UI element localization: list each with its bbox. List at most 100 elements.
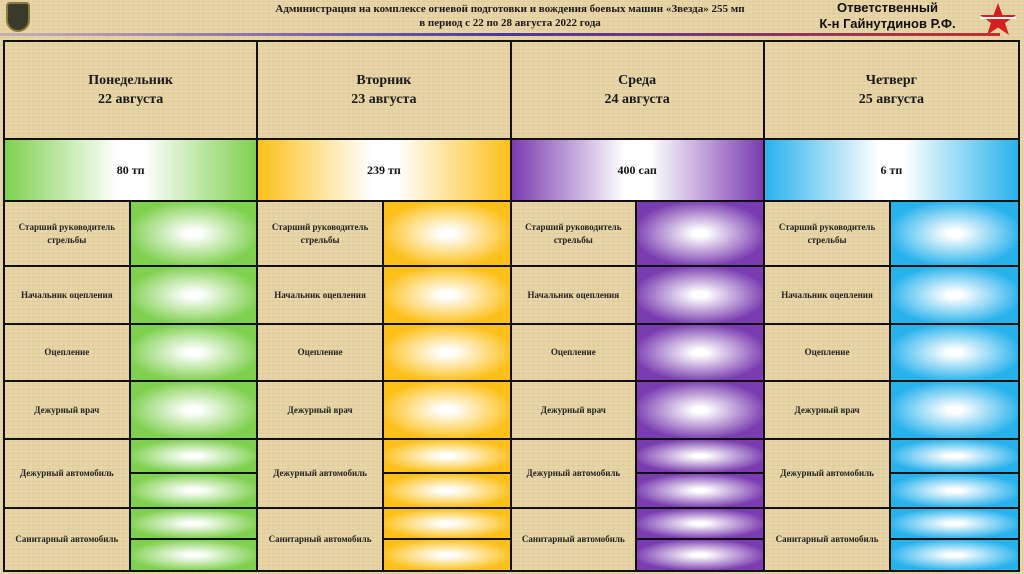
duty-label: Оцепление bbox=[765, 325, 892, 380]
duty-row: Начальник оцепления bbox=[5, 267, 257, 325]
day-name: Четверг bbox=[865, 73, 918, 88]
day-date: 25 августа bbox=[858, 92, 924, 107]
duty-label: Оцепление bbox=[5, 325, 131, 380]
unit-band: 239 тп bbox=[258, 140, 510, 202]
unit-band: 80 тп bbox=[5, 140, 257, 202]
duty-label: Начальник оцепления bbox=[765, 267, 892, 323]
duty-label: Санитарный автомобиль bbox=[512, 509, 638, 570]
duty-label: Дежурный автомобиль bbox=[258, 440, 384, 507]
duty-row: Дежурный автомобиль bbox=[258, 440, 510, 509]
duty-label: Начальник оцепления bbox=[5, 267, 131, 323]
duty-cell bbox=[891, 540, 1018, 570]
duty-row: Начальник оцепления bbox=[764, 267, 1018, 325]
day-column: Четверг 25 августа 6 тп Старший руководи… bbox=[764, 42, 1018, 572]
duty-row: Дежурный врач bbox=[511, 382, 763, 440]
day-header: Вторник 23 августа bbox=[258, 42, 510, 140]
duty-cell bbox=[637, 382, 763, 438]
duty-label: Оцепление bbox=[258, 325, 384, 380]
duty-label: Дежурный автомобиль bbox=[765, 440, 892, 507]
duty-row: Старший руководитель стрельбы bbox=[764, 202, 1018, 267]
duty-label: Санитарный автомобиль bbox=[258, 509, 384, 570]
duty-row: Оцепление bbox=[764, 325, 1018, 382]
duty-row: Старший руководитель стрельбы bbox=[511, 202, 763, 267]
day-name: Среда bbox=[618, 73, 657, 88]
duty-cell bbox=[383, 509, 510, 540]
day-header: Среда 24 августа bbox=[511, 42, 763, 140]
duty-row: Дежурный автомобиль bbox=[511, 440, 763, 509]
duty-row: Оцепление bbox=[258, 325, 510, 382]
unit-band: 6 тп bbox=[764, 140, 1018, 202]
duty-row: Начальник оцепления bbox=[258, 267, 510, 325]
duty-row: Дежурный врач bbox=[764, 382, 1018, 440]
duty-cell bbox=[637, 474, 763, 507]
duty-label: Оцепление bbox=[512, 325, 638, 380]
unit-label: 6 тп bbox=[880, 162, 903, 177]
duty-label: Санитарный автомобиль bbox=[765, 509, 892, 570]
duty-label: Дежурный врач bbox=[765, 382, 892, 438]
duty-cell bbox=[637, 509, 763, 540]
duty-cell bbox=[891, 267, 1018, 323]
duty-cell bbox=[383, 382, 510, 438]
duty-cell bbox=[383, 440, 510, 474]
duty-label: Дежурный врач bbox=[5, 382, 131, 438]
duty-row: Старший руководитель стрельбы bbox=[258, 202, 510, 267]
duty-cell bbox=[130, 325, 257, 380]
duty-cell bbox=[130, 474, 257, 507]
duty-label: Санитарный автомобиль bbox=[5, 509, 131, 570]
day-date: 22 августа bbox=[98, 92, 164, 107]
duty-cell bbox=[891, 325, 1018, 380]
duty-row: Дежурный врач bbox=[258, 382, 510, 440]
duty-label: Начальник оцепления bbox=[258, 267, 384, 323]
duty-label: Дежурный врач bbox=[512, 382, 638, 438]
title-line-1: Администрация на комплексе огневой подго… bbox=[275, 3, 745, 15]
duty-cell bbox=[383, 202, 510, 265]
day-date: 23 августа bbox=[351, 92, 417, 107]
unit-label: 239 тп bbox=[366, 162, 401, 177]
schedule-table: Понедельник 22 августа 80 тп Старший рук… bbox=[3, 40, 1020, 572]
duty-cell bbox=[130, 202, 257, 265]
duty-row: Начальник оцепления bbox=[511, 267, 763, 325]
duty-label: Старший руководитель стрельбы bbox=[765, 202, 892, 265]
day-column: Вторник 23 августа 239 тп Старший руково… bbox=[258, 42, 512, 572]
duty-cell bbox=[637, 540, 763, 570]
duty-row: Оцепление bbox=[511, 325, 763, 382]
unit-band: 400 сап bbox=[511, 140, 763, 202]
duty-row: Санитарный автомобиль bbox=[258, 509, 510, 572]
responsible: Ответственный К-н Гайнутдинов Р.Ф. bbox=[800, 0, 975, 32]
duty-cell bbox=[891, 202, 1018, 265]
page-title: Администрация на комплексе огневой подго… bbox=[220, 2, 800, 30]
duty-row: Старший руководитель стрельбы bbox=[5, 202, 257, 267]
day-name: Понедельник bbox=[88, 73, 173, 88]
day-column: Понедельник 22 августа 80 тп Старший рук… bbox=[5, 42, 259, 572]
unit-label: 80 тп bbox=[116, 162, 145, 177]
duty-label: Начальник оцепления bbox=[512, 267, 638, 323]
title-line-2: в период с 22 по 28 августа 2022 года bbox=[419, 17, 601, 29]
duty-row: Дежурный врач bbox=[5, 382, 257, 440]
duty-label: Дежурный автомобиль bbox=[5, 440, 131, 507]
duty-cell bbox=[637, 440, 763, 474]
duty-cell bbox=[637, 325, 763, 380]
responsible-name: К-н Гайнутдинов Р.Ф. bbox=[819, 16, 956, 31]
duty-row: Дежурный автомобиль bbox=[5, 440, 257, 509]
duty-row: Санитарный автомобиль bbox=[5, 509, 257, 572]
day-header: Понедельник 22 августа bbox=[5, 42, 257, 140]
duty-cell bbox=[383, 540, 510, 570]
duty-label: Старший руководитель стрельбы bbox=[258, 202, 384, 265]
day-date: 24 августа bbox=[604, 92, 670, 107]
header: Администрация на комплексе огневой подго… bbox=[0, 0, 1024, 38]
divider bbox=[0, 33, 1000, 36]
duty-row: Санитарный автомобиль bbox=[764, 509, 1018, 572]
duty-cell bbox=[130, 540, 257, 570]
duty-label: Старший руководитель стрельбы bbox=[512, 202, 638, 265]
duty-label: Дежурный автомобиль bbox=[512, 440, 638, 507]
duty-cell bbox=[383, 267, 510, 323]
duty-cell bbox=[383, 325, 510, 380]
duty-row: Дежурный автомобиль bbox=[764, 440, 1018, 509]
duty-cell bbox=[637, 267, 763, 323]
star-logo bbox=[980, 3, 1016, 35]
unit-label: 400 сап bbox=[617, 162, 657, 177]
duty-cell bbox=[891, 382, 1018, 438]
duty-row: Оцепление bbox=[5, 325, 257, 382]
duty-cell bbox=[891, 509, 1018, 540]
duty-cell bbox=[891, 440, 1018, 474]
